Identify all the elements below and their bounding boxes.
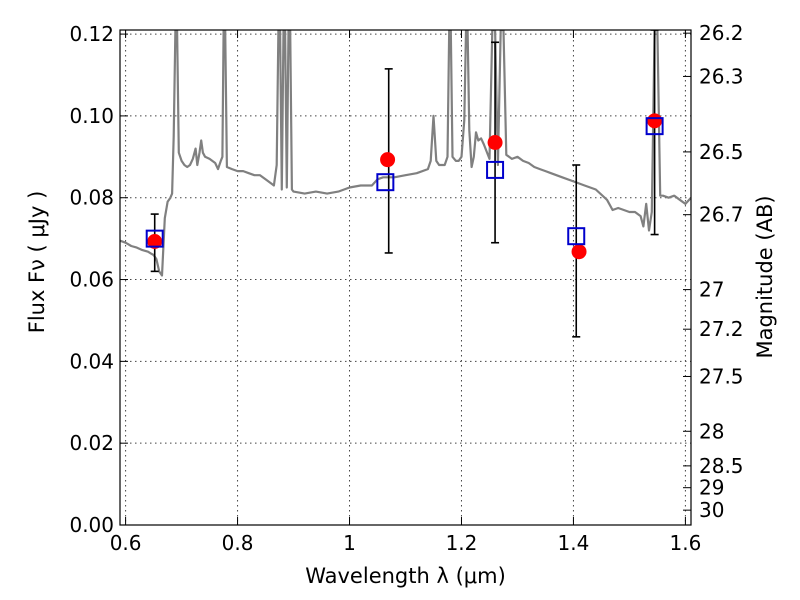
y-axis-label: Flux Fν ( μJy ) [25, 191, 49, 334]
magnitude-tick-label: 27 [699, 278, 724, 302]
y-tick-label: 0.10 [69, 104, 114, 128]
x-tick-label: 1.6 [669, 531, 701, 555]
magnitude-tick-label: 26.7 [699, 203, 744, 227]
magnitude-tick-label: 26.5 [699, 140, 744, 164]
x-tick-label: 0.6 [110, 531, 142, 555]
model-flux-point [376, 173, 395, 192]
y-tick-label: 0.12 [69, 22, 114, 46]
model-flux-point [486, 160, 505, 179]
plot-frame [119, 29, 692, 526]
model-flux-point [567, 227, 586, 246]
magnitude-tick-label: 30 [699, 498, 724, 522]
y-tick-label: 0.02 [69, 431, 114, 455]
x-axis-label: Wavelength λ (μm) [305, 564, 506, 588]
y-tick-label: 0.06 [69, 268, 114, 292]
x-tick-label: 0.8 [222, 531, 254, 555]
observed-flux-point [380, 152, 396, 168]
plot-area [120, 30, 691, 338]
observed-flux-point [571, 244, 587, 260]
y-tick-label: 0.04 [69, 349, 114, 373]
grid-lines [120, 30, 691, 526]
magnitude-tick-label: 29 [699, 476, 724, 500]
magnitude-axis-label: Magnitude (AB) [753, 195, 777, 358]
magnitude-tick-label: 26.2 [699, 21, 744, 45]
axis-ticks: 0.6 0.8 1 1.2 1.4 1.6 0.00 0.02 0.04 0.06 0.08 0.10… [69, 21, 743, 555]
magnitude-tick-label: 28 [699, 419, 724, 443]
error-bar [650, 30, 659, 236]
y-tick-label: 0.00 [69, 513, 114, 537]
magnitude-tick-label: 27.5 [699, 364, 744, 388]
x-tick-label: 1.4 [558, 531, 590, 555]
x-tick-label: 1 [343, 531, 356, 555]
observed-flux-point [647, 113, 663, 129]
magnitude-tick-label: 27.2 [699, 317, 744, 341]
magnitude-tick-label: 26.3 [699, 64, 744, 88]
magnitude-tick-label: 28.5 [699, 454, 744, 478]
x-tick-label: 1.2 [446, 531, 478, 555]
y-tick-label: 0.08 [69, 186, 114, 210]
model-flux-point [645, 117, 664, 136]
model-spectrum-line [120, 30, 691, 277]
model-flux-point [145, 229, 164, 248]
observed-flux-point [487, 135, 503, 150]
